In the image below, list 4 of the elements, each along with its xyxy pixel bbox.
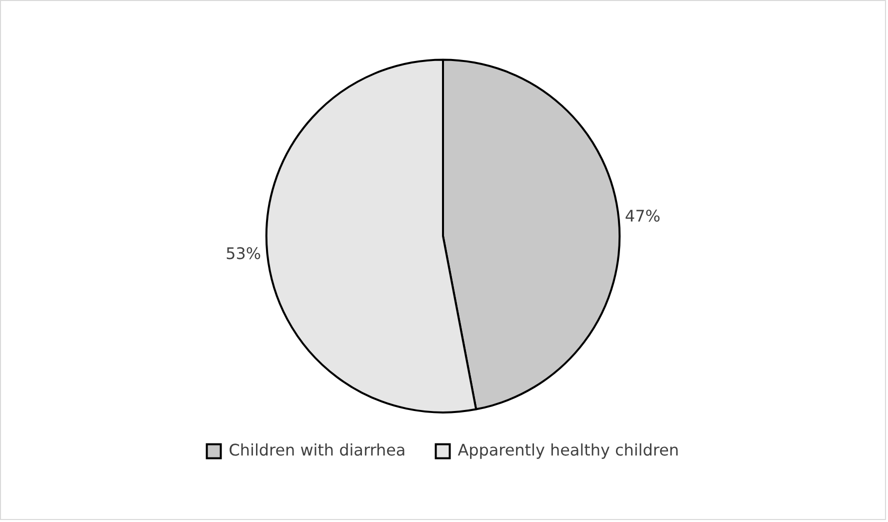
data-label: 47%	[624, 206, 660, 226]
legend-label: Apparently healthy children	[458, 440, 679, 460]
legend-label: Children with diarrhea	[228, 440, 406, 460]
data-label: 53%	[226, 244, 262, 264]
